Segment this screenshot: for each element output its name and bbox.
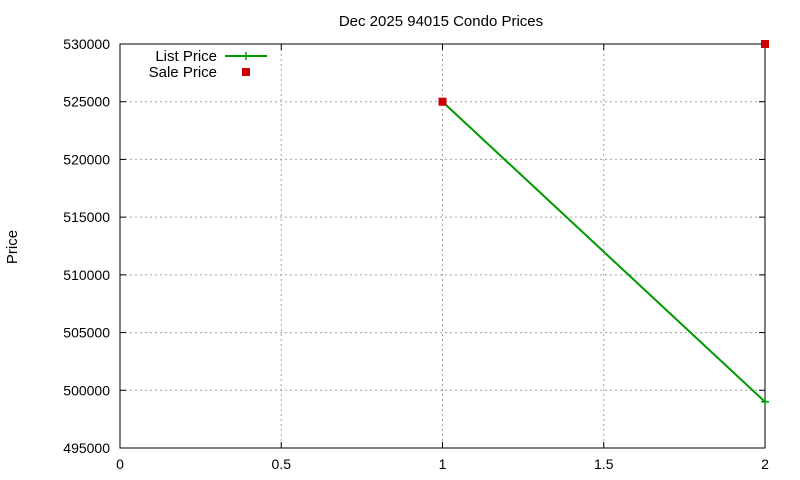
series-line (441, 100, 766, 403)
y-tick-label: 515000 (63, 209, 110, 225)
series-sale-price (438, 40, 769, 106)
y-tick-label: 530000 (63, 36, 110, 52)
x-tick-label: 0 (116, 456, 124, 472)
y-tick-label: 500000 (63, 382, 110, 398)
y-axis-label: Price (4, 230, 21, 264)
grid (120, 44, 765, 448)
y-tick-label: 520000 (63, 151, 110, 167)
chart-title: Dec 2025 94015 Condo Prices (339, 13, 543, 30)
y-tick-label: 505000 (63, 325, 110, 341)
y-tick-label: 495000 (63, 440, 110, 456)
x-axis: 0 0.5 1 1.5 2 (116, 44, 769, 472)
y-tick-label: 525000 (63, 94, 110, 110)
x-tick-label: 1.5 (594, 456, 614, 472)
data-point (438, 97, 447, 106)
data-point (761, 40, 769, 48)
legend-label: List Price (155, 48, 217, 65)
legend-marker (242, 68, 250, 76)
y-tick-label: 510000 (63, 267, 110, 283)
legend-label: Sale Price (149, 64, 217, 81)
x-tick-label: 1 (439, 456, 447, 472)
x-tick-label: 0.5 (272, 456, 292, 472)
series-layer (438, 40, 769, 406)
x-tick-label: 2 (761, 456, 769, 472)
y-axis: 495000 500000 505000 510000 515000 520000 5250… (63, 36, 765, 456)
